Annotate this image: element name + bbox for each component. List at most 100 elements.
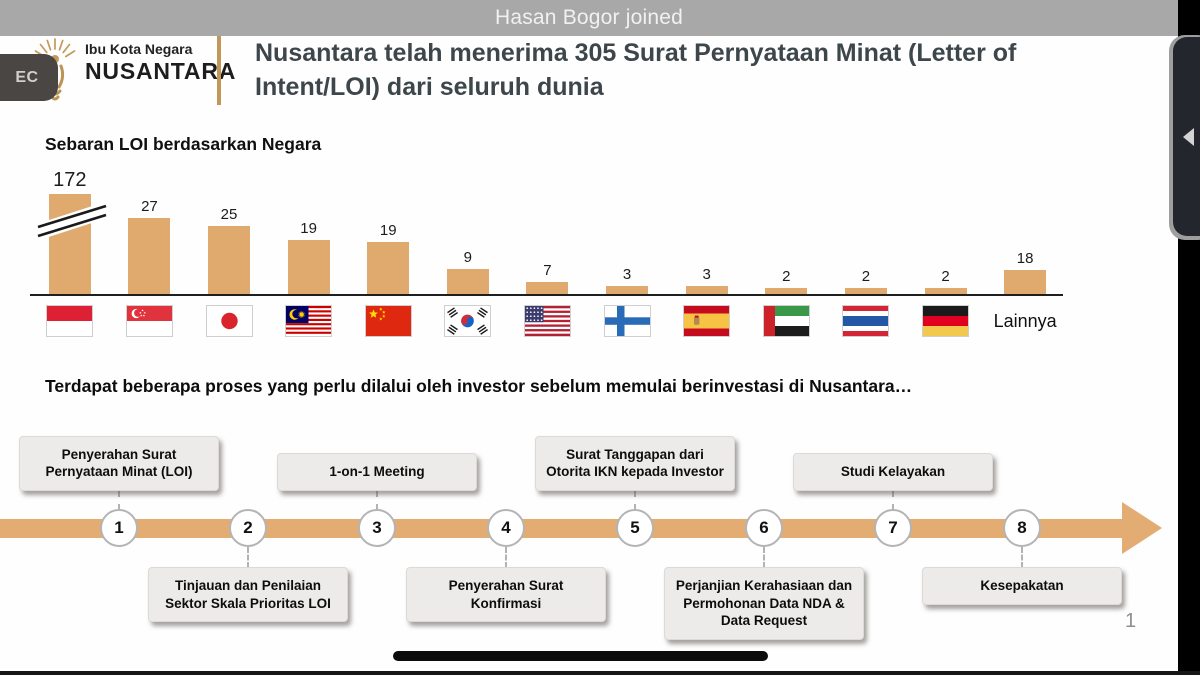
presentation-slide: Hasan Bogor joined EC bbox=[0, 0, 1178, 671]
singapore-flag-icon bbox=[110, 305, 190, 337]
timeline-step-label-3: 1-on-1 Meeting bbox=[329, 464, 425, 480]
timeline-step-circle-5: 5 bbox=[616, 509, 654, 547]
chart-column-thailand: 2 bbox=[826, 158, 906, 294]
south-korea-flag-icon bbox=[428, 305, 508, 337]
bar-singapore bbox=[128, 218, 171, 294]
chart-column-malaysia: 19 bbox=[269, 158, 349, 294]
uae-flag-icon bbox=[746, 305, 826, 337]
chart-column-lainnya: 18 bbox=[985, 158, 1065, 294]
timeline-step-box-7: Studi Kelayakan bbox=[793, 453, 993, 491]
logo-text: Ibu Kota Negara NUSANTARA bbox=[85, 41, 237, 85]
thailand-flag-icon bbox=[826, 305, 906, 337]
germany-flag-icon bbox=[906, 305, 986, 337]
bar-value-label: 27 bbox=[141, 198, 158, 215]
bar-value-label: 18 bbox=[1016, 250, 1034, 267]
timeline-step-label-2: Tinjauan dan Penilaian Sektor Skala Prio… bbox=[165, 578, 331, 611]
bar-value-label: 3 bbox=[622, 266, 632, 283]
bar-value-label: 19 bbox=[379, 222, 397, 239]
timeline-connector-4 bbox=[505, 547, 507, 568]
chart-title: Sebaran LOI berdasarkan Negara bbox=[45, 134, 322, 154]
timeline-step-circle-7: 7 bbox=[874, 509, 912, 547]
timeline-step-label-7: Studi Kelayakan bbox=[840, 464, 946, 480]
timeline-connector-6 bbox=[763, 547, 765, 568]
chart-column-finland: 3 bbox=[587, 158, 667, 294]
join-notification-banner: Hasan Bogor joined bbox=[0, 0, 1178, 36]
japan-flag-icon bbox=[189, 305, 269, 337]
slide-title: Nusantara telah menerima 305 Surat Perny… bbox=[255, 39, 1017, 101]
timeline-step-circle-1: 1 bbox=[100, 509, 138, 547]
chart-column-singapore: 27 bbox=[110, 158, 190, 294]
timeline-step-circle-3: 3 bbox=[358, 509, 396, 547]
bar-value-label: 2 bbox=[782, 268, 791, 285]
bar-germany bbox=[924, 288, 967, 294]
chart-axis-line bbox=[30, 294, 1063, 296]
bar-value-label: 25 bbox=[220, 206, 238, 223]
process-timeline: 1 Penyerahan Surat Pernyataan Minat (LOI)… bbox=[0, 420, 1178, 671]
chart-column-china: 19 bbox=[348, 158, 428, 294]
bar-malaysia bbox=[287, 240, 330, 294]
bar-indonesia bbox=[48, 194, 91, 294]
bar-japan bbox=[208, 226, 251, 294]
bar-value-label: 19 bbox=[300, 220, 317, 237]
spain-flag-icon bbox=[667, 305, 747, 337]
loi-bar-chart: 172 27 25 19 19 9 7 3 3 2 2 2 18 Lainnya bbox=[30, 158, 1065, 337]
side-panel-toggle[interactable] bbox=[1173, 37, 1200, 236]
usa-flag-icon bbox=[508, 305, 588, 337]
chart-column-germany: 2 bbox=[906, 158, 986, 294]
timeline-step-label-8: Kesepakatan bbox=[980, 578, 1064, 593]
bar-value-label: 9 bbox=[463, 249, 473, 266]
bar-uae bbox=[765, 288, 808, 294]
timeline-connector-7 bbox=[892, 491, 894, 510]
bar-finland bbox=[606, 286, 649, 294]
logo-text-small: Ibu Kota Negara bbox=[85, 41, 193, 57]
bar-china bbox=[367, 242, 410, 294]
china-flag-icon bbox=[348, 305, 428, 337]
chart-columns: 172 27 25 19 19 9 7 3 3 2 2 2 18 bbox=[30, 158, 1065, 294]
bar-value-label: 7 bbox=[543, 262, 552, 279]
timeline-step-box-3: 1-on-1 Meeting bbox=[277, 453, 477, 491]
bar-usa bbox=[526, 282, 569, 294]
bar-lainnya bbox=[1004, 270, 1047, 294]
bar-value-label: 2 bbox=[861, 268, 871, 285]
timeline-step-box-2: Tinjauan dan Penilaian Sektor Skala Prio… bbox=[148, 567, 348, 623]
logo-text-large: NUSANTARA bbox=[85, 58, 237, 85]
rec-button[interactable]: EC bbox=[0, 54, 58, 101]
timeline-step-box-8: Kesepakatan bbox=[922, 567, 1122, 605]
timeline-step-box-6: Perjanjian Kerahasiaan dan Permohonan Da… bbox=[664, 567, 864, 640]
bar-south-korea bbox=[446, 269, 489, 294]
timeline-arrow-bar bbox=[0, 519, 1122, 538]
timeline-step-box-5: Surat Tanggapan dari Otorita IKN kepada … bbox=[535, 435, 735, 491]
timeline-step-label-1: Penyerahan Surat Pernyataan Minat (LOI) bbox=[45, 446, 193, 480]
timeline-connector-3 bbox=[376, 491, 378, 510]
timeline-step-label-5: Surat Tanggapan dari Otorita IKN kepada … bbox=[546, 446, 724, 480]
chart-column-japan: 25 bbox=[189, 158, 269, 294]
timeline-connector-5 bbox=[634, 491, 636, 510]
chevron-left-icon bbox=[1183, 127, 1194, 146]
timeline-step-label-6: Perjanjian Kerahasiaan dan Permohonan Da… bbox=[675, 578, 853, 629]
timeline-connector-2 bbox=[247, 547, 249, 568]
chart-column-uae: 2 bbox=[746, 158, 826, 294]
timeline-step-box-4: Penyerahan Surat Konfirmasi bbox=[406, 567, 606, 623]
timeline-step-circle-2: 2 bbox=[229, 509, 267, 547]
timeline-step-circle-6: 6 bbox=[745, 509, 783, 547]
timeline-step-circle-4: 4 bbox=[487, 509, 525, 547]
others-category-label: Lainnya bbox=[985, 305, 1065, 337]
finland-flag-icon bbox=[587, 305, 667, 337]
gold-divider bbox=[217, 36, 221, 105]
bar-value-label: 172 bbox=[53, 169, 87, 191]
chart-column-spain: 3 bbox=[667, 158, 747, 294]
bar-thailand bbox=[844, 288, 887, 294]
timeline-step-circle-8: 8 bbox=[1003, 509, 1041, 547]
timeline-connector-8 bbox=[1021, 547, 1023, 568]
chart-flag-row: Lainnya bbox=[30, 305, 1065, 337]
bar-value-label: 3 bbox=[702, 266, 711, 283]
others-label-text: Lainnya bbox=[993, 310, 1057, 331]
timeline-arrow-head-icon bbox=[1122, 502, 1162, 554]
timeline-step-label-4: Penyerahan Surat Konfirmasi bbox=[448, 578, 564, 611]
rec-button-label: EC bbox=[15, 68, 39, 86]
indonesia-flag-icon bbox=[30, 305, 110, 337]
page-number: 1 bbox=[1125, 610, 1137, 632]
bar-value-label: 2 bbox=[941, 268, 950, 285]
bottom-handle-bar[interactable] bbox=[393, 651, 768, 661]
